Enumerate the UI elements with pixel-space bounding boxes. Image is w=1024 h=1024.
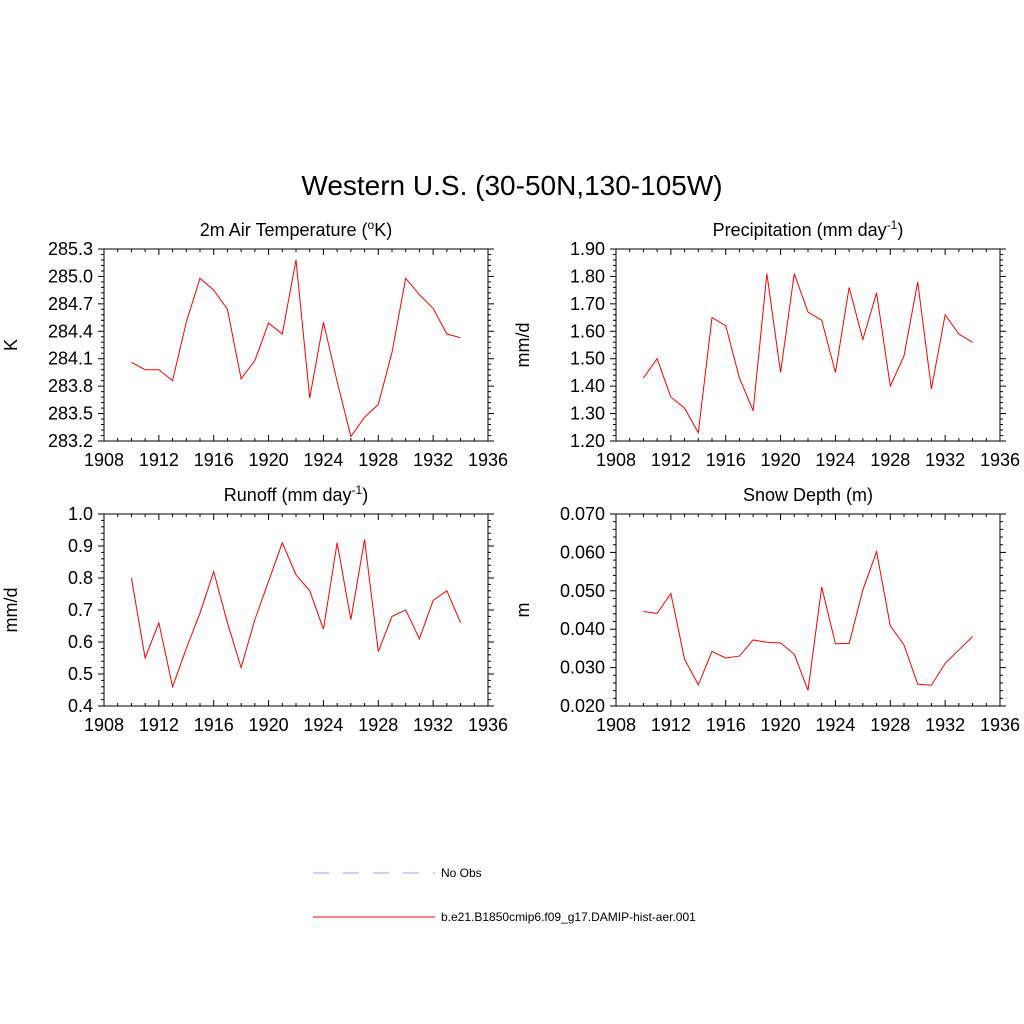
y-tick-label: 284.1 bbox=[48, 349, 93, 369]
series-line-precipitation bbox=[643, 273, 973, 435]
panel-title-precipitation: Precipitation (mm day-1) bbox=[713, 218, 904, 240]
x-tick-label: 1916 bbox=[194, 450, 234, 470]
x-tick-label: 1932 bbox=[413, 715, 453, 735]
x-tick-label: 1932 bbox=[925, 715, 965, 735]
y-tick-label: 1.50 bbox=[570, 349, 605, 369]
figure-title: Western U.S. (30-50N,130-105W) bbox=[301, 170, 722, 201]
y-axis-label-precipitation: mm/d bbox=[513, 323, 533, 368]
x-tick-label: 1928 bbox=[870, 450, 910, 470]
y-tick-label: 0.5 bbox=[68, 664, 93, 684]
panel-title-superscript: -1 bbox=[887, 218, 898, 232]
x-tick-label: 1936 bbox=[468, 715, 508, 735]
y-tick-label: 1.0 bbox=[68, 504, 93, 524]
panel-runoff: Runoff (mm day-1) mm/d 1908 1912 1916 1920 192… bbox=[1, 483, 508, 735]
y-tick-label: 0.070 bbox=[560, 504, 605, 524]
y-tick-label: 1.20 bbox=[570, 431, 605, 451]
y-tick-label: 1.60 bbox=[570, 321, 605, 341]
x-tick-label: 1920 bbox=[249, 715, 289, 735]
y-tick-label: 284.7 bbox=[48, 294, 93, 314]
panel-title-suffix: K) bbox=[374, 220, 392, 240]
y-tick-label: 284.4 bbox=[48, 321, 93, 341]
series-line-runoff bbox=[130, 539, 462, 689]
y-tick-label: 283.5 bbox=[48, 404, 93, 424]
y-axis-label-runoff: mm/d bbox=[1, 588, 21, 633]
y-tick-label: 283.8 bbox=[48, 376, 93, 396]
x-tick-label: 1912 bbox=[139, 715, 179, 735]
legend-label-model-run: b.e21.B1850cmip6.f09_g17.DAMIP-hist-aer.… bbox=[441, 910, 696, 924]
y-tick-label: 285.0 bbox=[48, 266, 93, 286]
plot-frame-snow-depth bbox=[615, 513, 1001, 707]
legend-label-no-obs: No Obs bbox=[441, 866, 482, 880]
series-line-air-temperature bbox=[131, 259, 461, 438]
x-tick-label: 1928 bbox=[870, 715, 910, 735]
x-tick-label: 1936 bbox=[980, 715, 1020, 735]
panel-precipitation: Precipitation (mm day-1) mm/d 1908 1912 1916… bbox=[513, 218, 1020, 470]
y-tick-label: 0.050 bbox=[560, 581, 605, 601]
y-tick-label: 0.8 bbox=[68, 568, 93, 588]
x-tick-label: 1916 bbox=[194, 715, 234, 735]
x-tick-label: 1936 bbox=[468, 450, 508, 470]
panel-title-superscript: -1 bbox=[352, 483, 363, 497]
x-tick-label: 1924 bbox=[815, 715, 855, 735]
y-tick-label: 1.40 bbox=[570, 376, 605, 396]
y-axis-label-snow-depth: m bbox=[513, 603, 533, 618]
y-tick-label: 1.70 bbox=[570, 294, 605, 314]
panel-title-snow-depth: Snow Depth (m) bbox=[743, 485, 873, 505]
x-tick-label: 1920 bbox=[761, 715, 801, 735]
legend: No Obs b.e21.B1850cmip6.f09_g17.DAMIP-hi… bbox=[313, 866, 696, 924]
x-tick-label: 1916 bbox=[706, 715, 746, 735]
panel-title-suffix: ) bbox=[897, 220, 903, 240]
series-line-snow-depth bbox=[643, 549, 973, 691]
x-tick-label: 1920 bbox=[249, 450, 289, 470]
panel-title-superscript: o bbox=[368, 218, 375, 232]
panel-title-runoff: Runoff (mm day-1) bbox=[224, 483, 368, 505]
y-tick-label: 283.2 bbox=[48, 431, 93, 451]
x-tick-label: 1912 bbox=[651, 450, 691, 470]
panel-snow-depth: Snow Depth (m) m 1908 1912 1916 1920 1924 1928 1… bbox=[513, 485, 1020, 735]
y-tick-label: 0.7 bbox=[68, 600, 93, 620]
x-tick-label: 1908 bbox=[596, 715, 636, 735]
x-tick-label: 1912 bbox=[139, 450, 179, 470]
panel-title-text: Snow Depth (m) bbox=[743, 485, 873, 505]
y-tick-label: 1.30 bbox=[570, 404, 605, 424]
x-tick-label: 1932 bbox=[413, 450, 453, 470]
x-tick-label: 1928 bbox=[358, 450, 398, 470]
panel-air-temperature: 2m Air Temperature (oK) K 1908 1912 1916 1920… bbox=[1, 218, 508, 470]
x-tick-label: 1924 bbox=[303, 715, 343, 735]
y-tick-label: 0.9 bbox=[68, 536, 93, 556]
panel-title-text: 2m Air Temperature ( bbox=[200, 220, 368, 240]
y-tick-label: 1.80 bbox=[570, 266, 605, 286]
x-tick-label: 1908 bbox=[84, 450, 124, 470]
x-tick-label: 1908 bbox=[596, 450, 636, 470]
y-axis-label-air-temperature: K bbox=[1, 339, 21, 351]
panel-title-text: Precipitation (mm day bbox=[713, 220, 887, 240]
x-tick-label: 1908 bbox=[84, 715, 124, 735]
x-tick-label: 1912 bbox=[651, 715, 691, 735]
x-tick-label: 1924 bbox=[303, 450, 343, 470]
x-tick-label: 1928 bbox=[358, 715, 398, 735]
y-tick-label: 285.3 bbox=[48, 239, 93, 259]
plot-frame-air-temperature bbox=[103, 248, 489, 442]
y-tick-label: 1.90 bbox=[570, 239, 605, 259]
plot-frame-precipitation bbox=[615, 248, 1001, 442]
y-tick-label: 0.4 bbox=[68, 696, 93, 716]
y-tick-label: 0.020 bbox=[560, 696, 605, 716]
x-tick-label: 1932 bbox=[925, 450, 965, 470]
y-tick-label: 0.040 bbox=[560, 619, 605, 639]
x-tick-label: 1920 bbox=[761, 450, 801, 470]
y-tick-label: 0.060 bbox=[560, 542, 605, 562]
x-tick-label: 1936 bbox=[980, 450, 1020, 470]
panel-title-text: Runoff (mm day bbox=[224, 485, 352, 505]
y-tick-label: 0.6 bbox=[68, 632, 93, 652]
panel-title-air-temperature: 2m Air Temperature (oK) bbox=[200, 218, 392, 240]
x-tick-label: 1924 bbox=[815, 450, 855, 470]
y-tick-label: 0.030 bbox=[560, 658, 605, 678]
x-tick-label: 1916 bbox=[706, 450, 746, 470]
plot-frame-runoff bbox=[103, 513, 489, 707]
panel-title-suffix: ) bbox=[362, 485, 368, 505]
